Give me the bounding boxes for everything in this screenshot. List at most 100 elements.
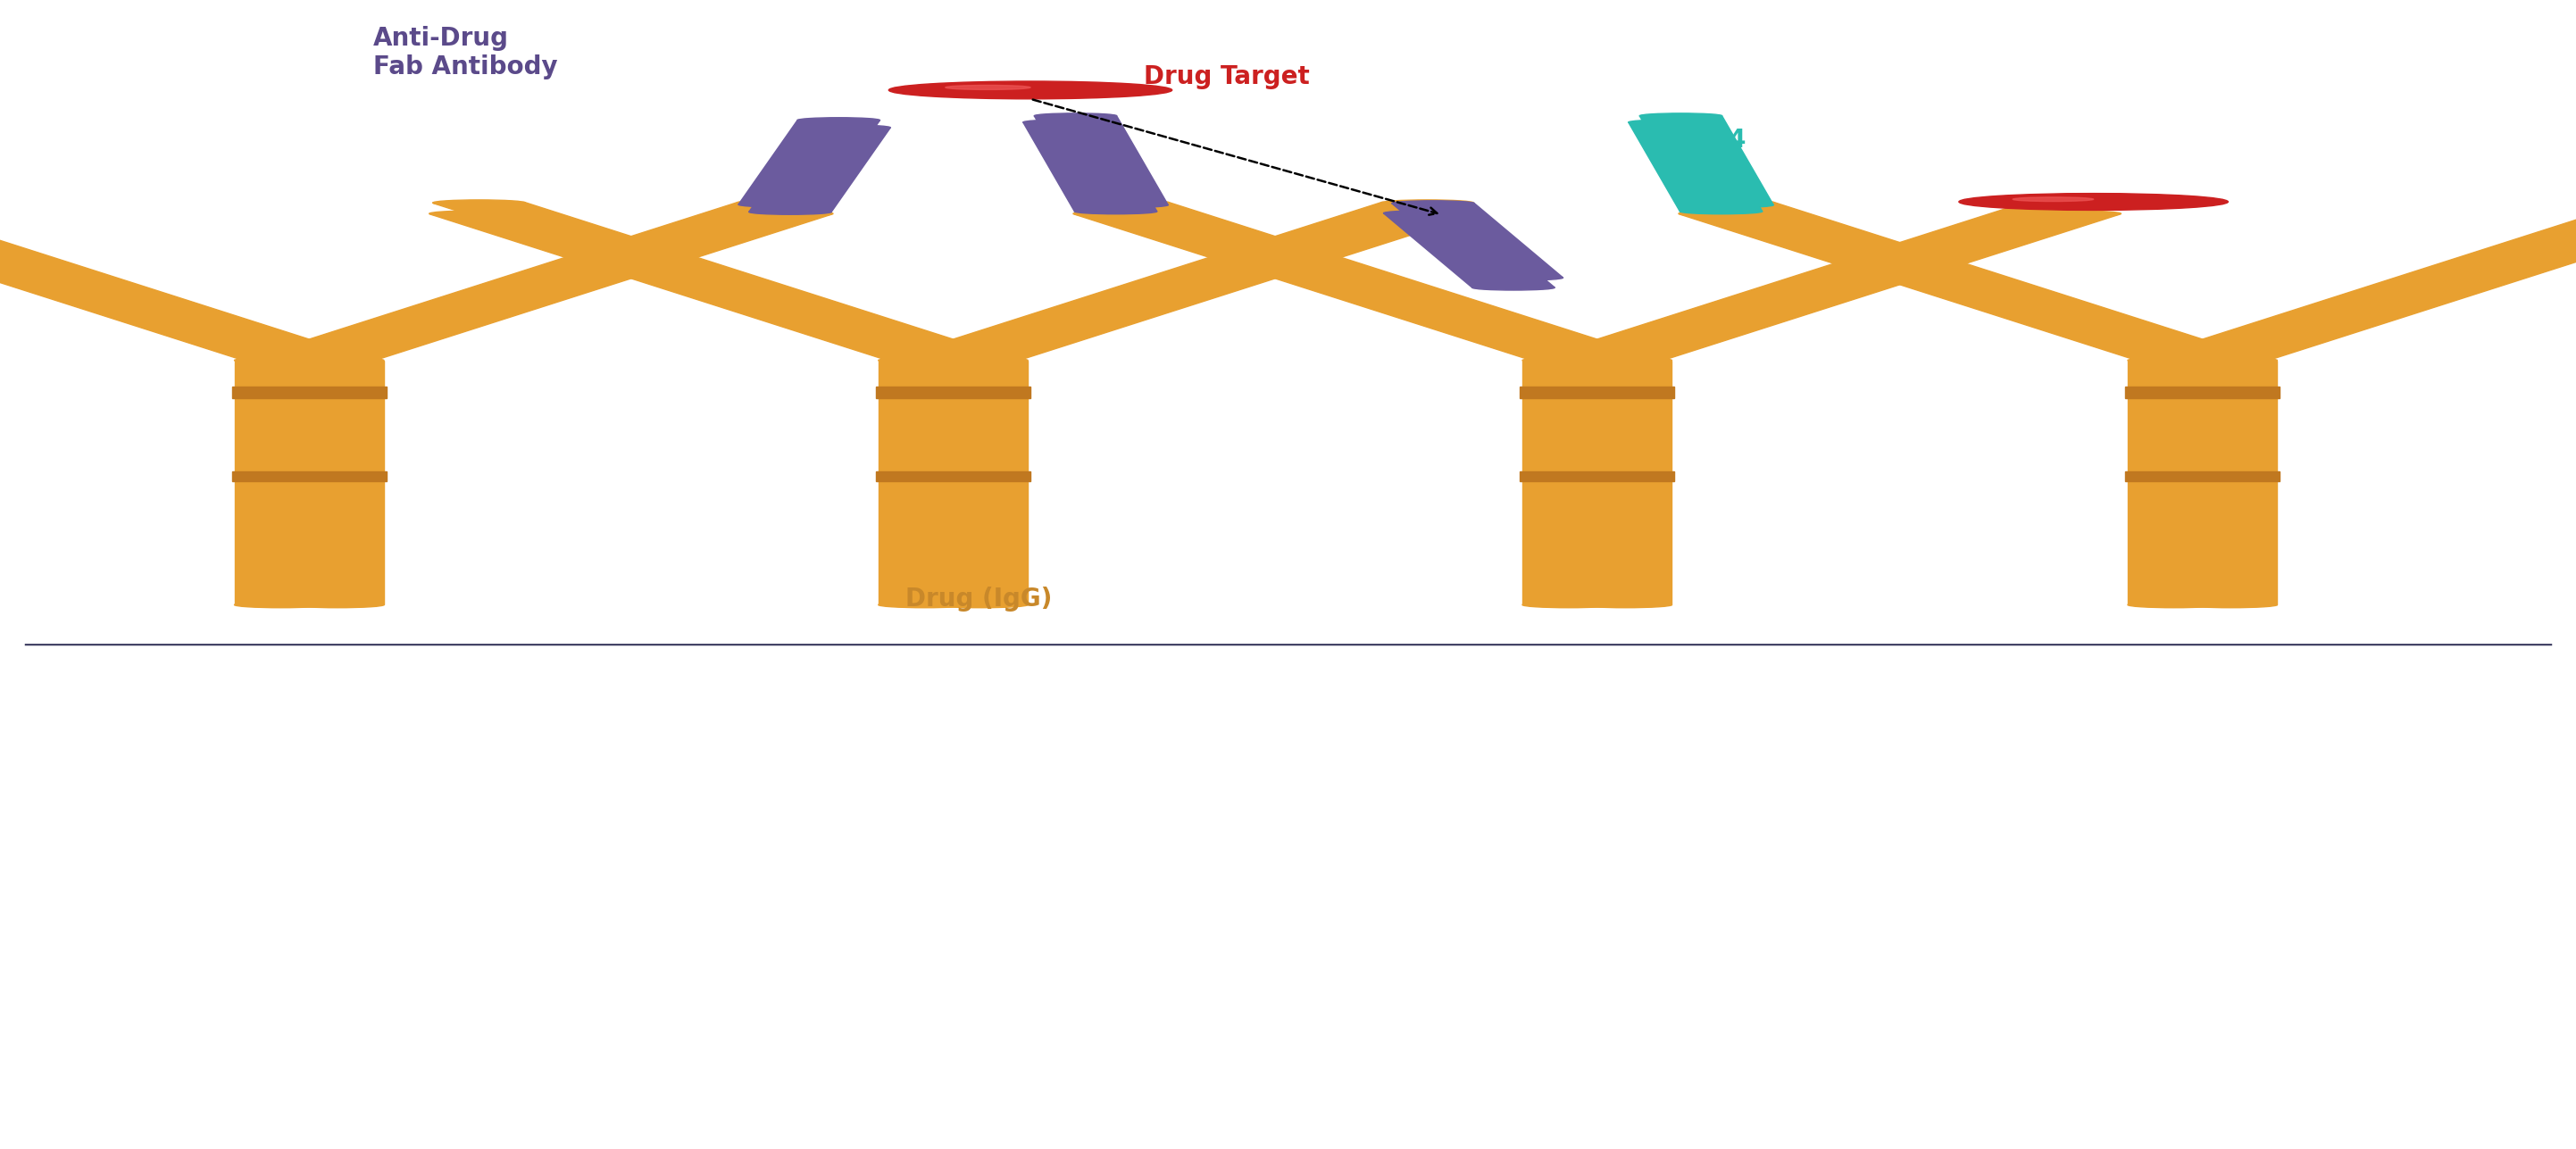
Ellipse shape bbox=[1638, 114, 1721, 118]
Ellipse shape bbox=[1682, 200, 1775, 206]
Polygon shape bbox=[1077, 202, 1643, 355]
Ellipse shape bbox=[878, 357, 971, 363]
Text: Drug Target: Drug Target bbox=[1144, 64, 1309, 90]
Ellipse shape bbox=[265, 352, 358, 357]
Ellipse shape bbox=[2154, 363, 2246, 369]
Ellipse shape bbox=[234, 357, 327, 363]
Ellipse shape bbox=[1553, 352, 1646, 357]
Polygon shape bbox=[430, 213, 997, 367]
Ellipse shape bbox=[2025, 200, 2117, 206]
Polygon shape bbox=[739, 121, 881, 205]
Bar bbox=[876, 471, 1030, 480]
Ellipse shape bbox=[1628, 119, 1710, 125]
Bar bbox=[1520, 387, 1674, 399]
Ellipse shape bbox=[234, 602, 327, 608]
Ellipse shape bbox=[945, 85, 1030, 90]
Ellipse shape bbox=[1381, 200, 1473, 206]
Ellipse shape bbox=[904, 352, 997, 357]
Bar bbox=[2125, 387, 2280, 399]
Bar bbox=[1520, 471, 1674, 480]
Polygon shape bbox=[1074, 213, 1641, 367]
Polygon shape bbox=[750, 128, 891, 213]
Ellipse shape bbox=[291, 602, 384, 608]
Text: Drug (IgG): Drug (IgG) bbox=[907, 586, 1051, 611]
Polygon shape bbox=[1551, 202, 2117, 355]
Ellipse shape bbox=[2154, 352, 2246, 357]
Polygon shape bbox=[1680, 213, 2246, 367]
Polygon shape bbox=[0, 213, 353, 367]
Ellipse shape bbox=[2159, 363, 2251, 369]
Polygon shape bbox=[1579, 361, 1672, 604]
Ellipse shape bbox=[739, 210, 832, 216]
Polygon shape bbox=[2156, 202, 2576, 355]
Polygon shape bbox=[263, 202, 829, 355]
Ellipse shape bbox=[809, 125, 891, 130]
Ellipse shape bbox=[2184, 357, 2277, 363]
Ellipse shape bbox=[260, 352, 353, 357]
Ellipse shape bbox=[1522, 602, 1615, 608]
Polygon shape bbox=[909, 213, 1476, 367]
Polygon shape bbox=[234, 361, 327, 604]
Ellipse shape bbox=[1033, 114, 1115, 118]
Ellipse shape bbox=[1553, 363, 1646, 369]
Ellipse shape bbox=[2184, 602, 2277, 608]
Ellipse shape bbox=[904, 363, 997, 369]
Polygon shape bbox=[1023, 122, 1157, 211]
Ellipse shape bbox=[2012, 198, 2094, 201]
Ellipse shape bbox=[1473, 285, 1556, 291]
Ellipse shape bbox=[1391, 201, 1473, 206]
Ellipse shape bbox=[1579, 357, 1672, 363]
Ellipse shape bbox=[1481, 275, 1564, 280]
Ellipse shape bbox=[799, 117, 881, 123]
Polygon shape bbox=[907, 202, 1473, 355]
Ellipse shape bbox=[1680, 209, 1762, 214]
Polygon shape bbox=[1391, 203, 1564, 278]
Text: Type 4: Type 4 bbox=[1656, 128, 1747, 153]
Ellipse shape bbox=[1548, 352, 1641, 357]
Polygon shape bbox=[291, 361, 384, 604]
Ellipse shape bbox=[1077, 200, 1170, 206]
Ellipse shape bbox=[935, 357, 1028, 363]
Ellipse shape bbox=[430, 210, 523, 216]
Ellipse shape bbox=[889, 82, 1172, 99]
Ellipse shape bbox=[1958, 193, 2228, 210]
Ellipse shape bbox=[2159, 352, 2251, 357]
Ellipse shape bbox=[291, 357, 384, 363]
Polygon shape bbox=[1383, 213, 1553, 287]
Ellipse shape bbox=[265, 363, 358, 369]
Ellipse shape bbox=[909, 363, 1002, 369]
Polygon shape bbox=[0, 202, 355, 355]
Polygon shape bbox=[1033, 116, 1167, 205]
Bar bbox=[232, 471, 386, 480]
Bar bbox=[232, 387, 386, 399]
Ellipse shape bbox=[1074, 209, 1157, 214]
Polygon shape bbox=[2159, 213, 2576, 367]
Polygon shape bbox=[1682, 202, 2249, 355]
Polygon shape bbox=[878, 361, 971, 604]
Polygon shape bbox=[433, 202, 999, 355]
Ellipse shape bbox=[878, 602, 971, 608]
Ellipse shape bbox=[2128, 602, 2221, 608]
Bar bbox=[876, 387, 1030, 399]
Polygon shape bbox=[935, 361, 1028, 604]
Text: Anti-Drug
Fab Antibody: Anti-Drug Fab Antibody bbox=[374, 25, 559, 79]
Ellipse shape bbox=[260, 363, 353, 369]
Ellipse shape bbox=[739, 202, 822, 207]
Ellipse shape bbox=[1023, 119, 1105, 125]
Ellipse shape bbox=[909, 352, 1002, 357]
Ellipse shape bbox=[1522, 357, 1615, 363]
Ellipse shape bbox=[1084, 202, 1167, 208]
Polygon shape bbox=[1628, 122, 1762, 211]
Ellipse shape bbox=[1680, 210, 1772, 216]
Ellipse shape bbox=[737, 200, 829, 206]
Ellipse shape bbox=[750, 209, 832, 215]
Ellipse shape bbox=[935, 602, 1028, 608]
Polygon shape bbox=[2184, 361, 2277, 604]
Bar bbox=[2125, 471, 2280, 480]
Ellipse shape bbox=[1579, 602, 1672, 608]
Ellipse shape bbox=[2128, 357, 2221, 363]
Ellipse shape bbox=[1383, 210, 1466, 216]
Ellipse shape bbox=[1548, 363, 1641, 369]
Ellipse shape bbox=[1690, 202, 1772, 208]
Polygon shape bbox=[1522, 361, 1615, 604]
